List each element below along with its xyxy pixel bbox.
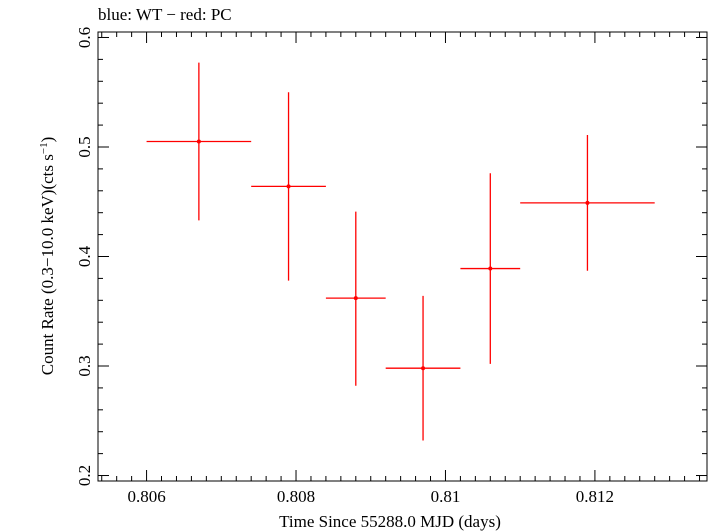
x-tick-label: 0.808 — [277, 487, 315, 506]
y-axis-label: Count Rate (0.3−10.0 keV)(cts s−1) — [38, 137, 57, 376]
data-point — [460, 173, 521, 364]
data-point — [251, 92, 326, 281]
x-tick-label: 0.81 — [431, 487, 461, 506]
y-axis-label-superscript: −1 — [38, 142, 50, 154]
y-tick-label: 0.2 — [75, 465, 94, 486]
x-tick-label: 0.812 — [576, 487, 614, 506]
point-marker — [196, 139, 201, 144]
data-point — [146, 62, 252, 221]
y-axis-label-end: ) — [38, 137, 57, 143]
point-marker — [353, 296, 358, 301]
y-tick-label: 0.5 — [75, 136, 94, 157]
data-series — [146, 62, 655, 441]
point-marker — [286, 184, 291, 189]
point-marker — [421, 366, 426, 371]
data-point — [520, 134, 655, 271]
axis-ticks: 0.806 0.808 0.81 0.812 0.2 0.3 0.4 0.5 0.6 — [75, 27, 707, 506]
plot-frame — [97, 31, 708, 482]
point-marker — [585, 200, 590, 205]
chart-title: blue: WT − red: PC — [98, 5, 232, 24]
y-tick-label: 0.3 — [75, 355, 94, 376]
x-tick-label: 0.806 — [127, 487, 165, 506]
y-tick-label: 0.6 — [75, 27, 94, 48]
data-point — [325, 211, 386, 386]
x-axis-label: Time Since 55288.0 MJD (days) — [279, 512, 501, 531]
y-tick-label: 0.4 — [75, 245, 94, 267]
point-marker — [488, 266, 493, 271]
y-axis-label-main: Count Rate (0.3−10.0 keV)(cts s — [38, 154, 57, 375]
data-point — [385, 295, 461, 441]
